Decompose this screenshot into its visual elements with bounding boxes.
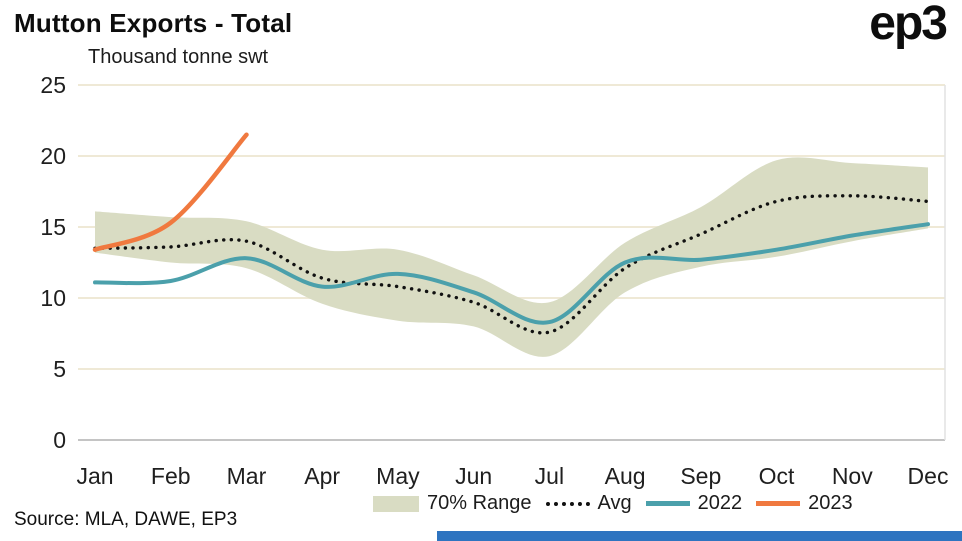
source-note: Source: MLA, DAWE, EP3 [14, 509, 238, 530]
x-tick-label: Dec [908, 463, 949, 489]
y-tick-label: 25 [40, 72, 66, 98]
chart-legend: 70% Range Avg 2022 2023 [373, 492, 853, 515]
y-tick-label: 20 [40, 143, 66, 169]
legend-label-2023: 2023 [808, 492, 853, 514]
chart-title: Mutton Exports - Total [14, 8, 293, 38]
x-tick-label: Oct [759, 463, 795, 489]
x-tick-label: Feb [151, 463, 191, 489]
x-tick-label: Mar [227, 463, 267, 489]
legend-item-2022: 2022 [645, 492, 743, 515]
x-tick-label: Jan [76, 463, 113, 489]
x-tick-label: Sep [680, 463, 721, 489]
x-tick-label: May [376, 463, 420, 489]
legend-label-avg: Avg [597, 492, 632, 514]
avg-line-swatch [545, 501, 590, 506]
legend-label-2022: 2022 [697, 492, 743, 514]
y-tick-label: 0 [53, 427, 66, 453]
series-2023 [92, 132, 249, 252]
legend-item-2023: 2023 [756, 492, 853, 515]
range-swatch [373, 495, 419, 512]
series-Avg [93, 194, 930, 335]
x-tick-label: Jun [455, 463, 492, 489]
x-tick-label: Apr [304, 463, 340, 489]
legend-item-avg: Avg [545, 492, 632, 515]
band-70pct-range [95, 157, 928, 357]
line-2023-swatch [756, 501, 801, 506]
legend-item-range: 70% Range [373, 492, 532, 515]
footer-accent-bar [437, 531, 962, 541]
y-axis-unit-label: Thousand tonne swt [88, 46, 269, 68]
y-tick-label: 10 [40, 285, 66, 311]
x-tick-label: Aug [605, 463, 646, 489]
series-2022 [93, 222, 930, 325]
line-2022-swatch [645, 501, 690, 506]
x-tick-label: Jul [535, 463, 564, 489]
x-tick-label: Nov [832, 463, 873, 489]
y-tick-label: 5 [53, 356, 66, 382]
ep3-logo: ep3 [869, 0, 948, 50]
legend-label-range: 70% Range [427, 492, 532, 514]
y-tick-label: 15 [40, 214, 66, 240]
